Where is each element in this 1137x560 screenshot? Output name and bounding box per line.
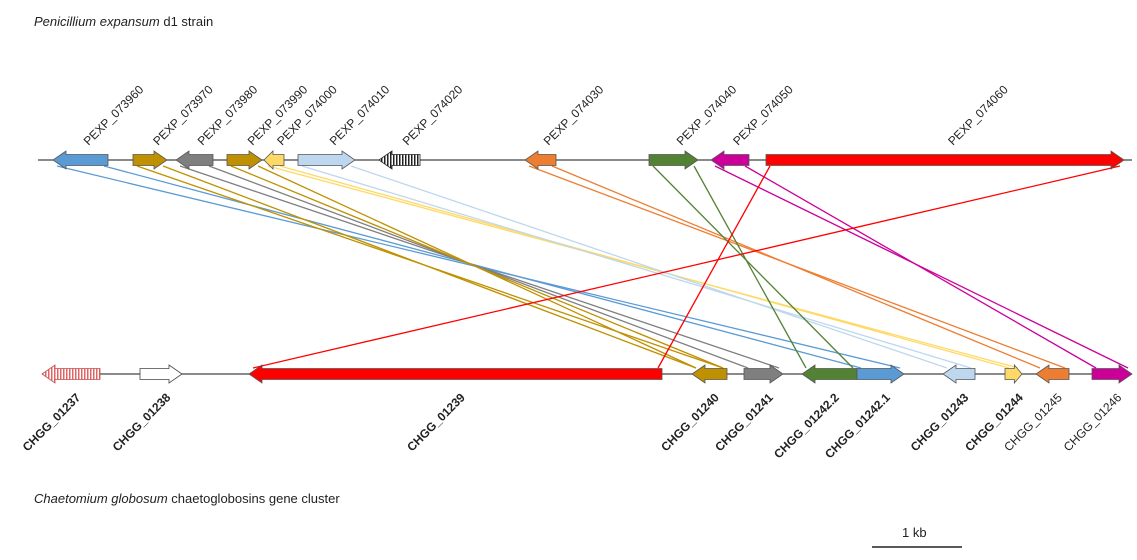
homology-link-green [652,165,854,369]
bottom-species-name: Chaetomium globosum [34,491,168,506]
bottom-gene-chgg-01241 [743,364,784,384]
top-gene-pexp-074030 [524,150,557,170]
bottom-gene-chgg-01242-1 [856,364,905,384]
bottom-gene-chgg-01245 [1035,364,1070,384]
top-gene-pexp-074000 [263,150,285,170]
homology-link-blue [103,165,862,369]
bottom-gene-chgg-01237 [41,364,101,384]
homology-link-gold [257,165,697,369]
top-gene-pexp-074040 [648,150,699,170]
homology-link-gold [162,165,697,369]
bottom-gene-chgg-01238 [139,364,183,384]
top-gene-label: PEXP_074030 [541,82,607,148]
top-gene-pexp-074020 [378,150,421,170]
bottom-gene-label: CHGG_01246 [1061,390,1125,454]
bottom-gene-chgg-01239 [248,364,663,384]
top-gene-pexp-073970 [132,150,168,170]
gene-arrows [41,150,1133,385]
bottom-gene-chgg-01242-2 [801,364,858,384]
top-gene-pexp-074060 [765,150,1125,170]
homology-link-yellow [279,165,1010,369]
homology-link-magenta [744,165,1097,369]
top-gene-pexp-073990 [226,150,263,170]
bottom-gene-label: CHGG_01237 [20,390,84,454]
bottom-gene-label: CHGG_01239 [404,390,468,454]
homology-link-orange [551,165,1041,369]
bottom-cluster-text: chaetoglobosins gene cluster [167,491,340,506]
gene-labels: PEXP_073960 PEXP_073970PEXP_073980PEXP_07… [20,82,1125,461]
top-gene-label: PEXP_074020 [400,82,466,148]
bottom-gene-label: CHGG_01241 [712,390,776,454]
top-track-caption: Penicillium expansum d1 strain [34,14,213,29]
bottom-gene-chgg-01246 [1091,364,1133,384]
homology-links [56,165,1129,369]
top-strain-text: d1 strain [159,14,214,29]
scale-bar-label: 1 kb [902,525,927,540]
top-gene-pexp-073960 [52,150,109,170]
top-gene-pexp-074010 [297,150,356,170]
top-gene-label: PEXP_074060 [945,82,1011,148]
bottom-track-caption: Chaetomium globosum chaetoglobosins gene… [34,491,340,506]
homology-link-lightblue [350,165,948,369]
homology-link-lightblue [301,165,972,369]
top-gene-label: PEXP_073960 [81,82,147,148]
bottom-gene-label: CHGG_01238 [110,390,174,454]
homology-link-red [657,165,771,369]
top-gene-pexp-074050 [710,150,750,170]
bottom-gene-chgg-01243 [942,364,976,384]
homology-link-red [252,165,1121,369]
bottom-gene-chgg-01244 [1004,363,1023,385]
top-species-name: Penicillium expansum [34,14,160,29]
homology-link-green [693,165,807,369]
bottom-gene-chgg-01240 [691,364,728,384]
top-gene-pexp-073980 [175,150,214,170]
top-gene-label: PEXP_074050 [730,82,796,148]
